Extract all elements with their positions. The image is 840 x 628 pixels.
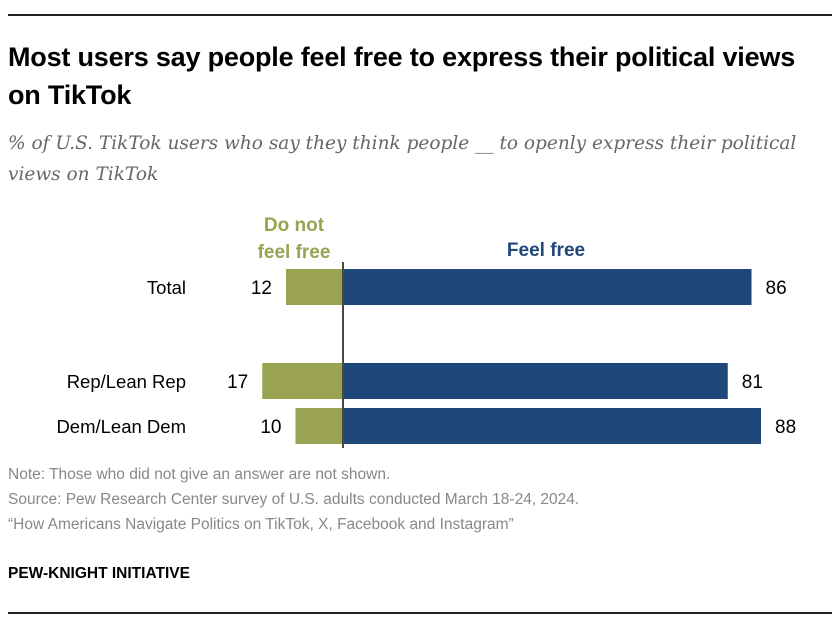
chart-subtitle: % of U.S. TikTok users who say they thin…	[8, 133, 797, 185]
legend-not-free-line1: Do not	[264, 215, 325, 236]
value-free-dem-lean-dem: 88	[775, 417, 796, 438]
category-label-dem-lean-dem: Dem/Lean Dem	[56, 416, 186, 437]
bar-free-total	[343, 269, 752, 305]
bar-not-free-rep-lean-rep	[262, 363, 343, 399]
legend-free: Feel free	[507, 240, 585, 261]
chart-area: Do not feel free Feel free Total 12 86 Rep/…	[56, 215, 796, 448]
top-rule	[8, 14, 832, 16]
chart-title: Most users say people feel free to expre…	[8, 42, 796, 110]
value-not-free-rep-lean-rep: 17	[227, 372, 248, 393]
notes-block: Note: Those who did not give an answer a…	[8, 462, 579, 537]
report-title-text: “How Americans Navigate Politics on TikT…	[8, 516, 514, 533]
legend-not-free-line2: feel free	[258, 242, 331, 263]
value-not-free-total: 12	[251, 278, 272, 299]
value-free-total: 86	[766, 278, 787, 299]
bar-free-rep-lean-rep	[343, 363, 728, 399]
category-label-rep-lean-rep: Rep/Lean Rep	[67, 371, 186, 392]
brand-label: PEW-KNIGHT INITIATIVE	[8, 565, 190, 582]
bottom-rule	[8, 612, 832, 614]
note-text: Note: Those who did not give an answer a…	[8, 466, 391, 483]
bar-not-free-total	[286, 269, 343, 305]
bar-free-dem-lean-dem	[343, 408, 761, 444]
source-text: Source: Pew Research Center survey of U.…	[8, 491, 580, 508]
value-not-free-dem-lean-dem: 10	[260, 417, 281, 438]
value-free-rep-lean-rep: 81	[742, 372, 763, 393]
bar-not-free-dem-lean-dem	[295, 408, 343, 444]
category-label-total: Total	[147, 277, 186, 298]
